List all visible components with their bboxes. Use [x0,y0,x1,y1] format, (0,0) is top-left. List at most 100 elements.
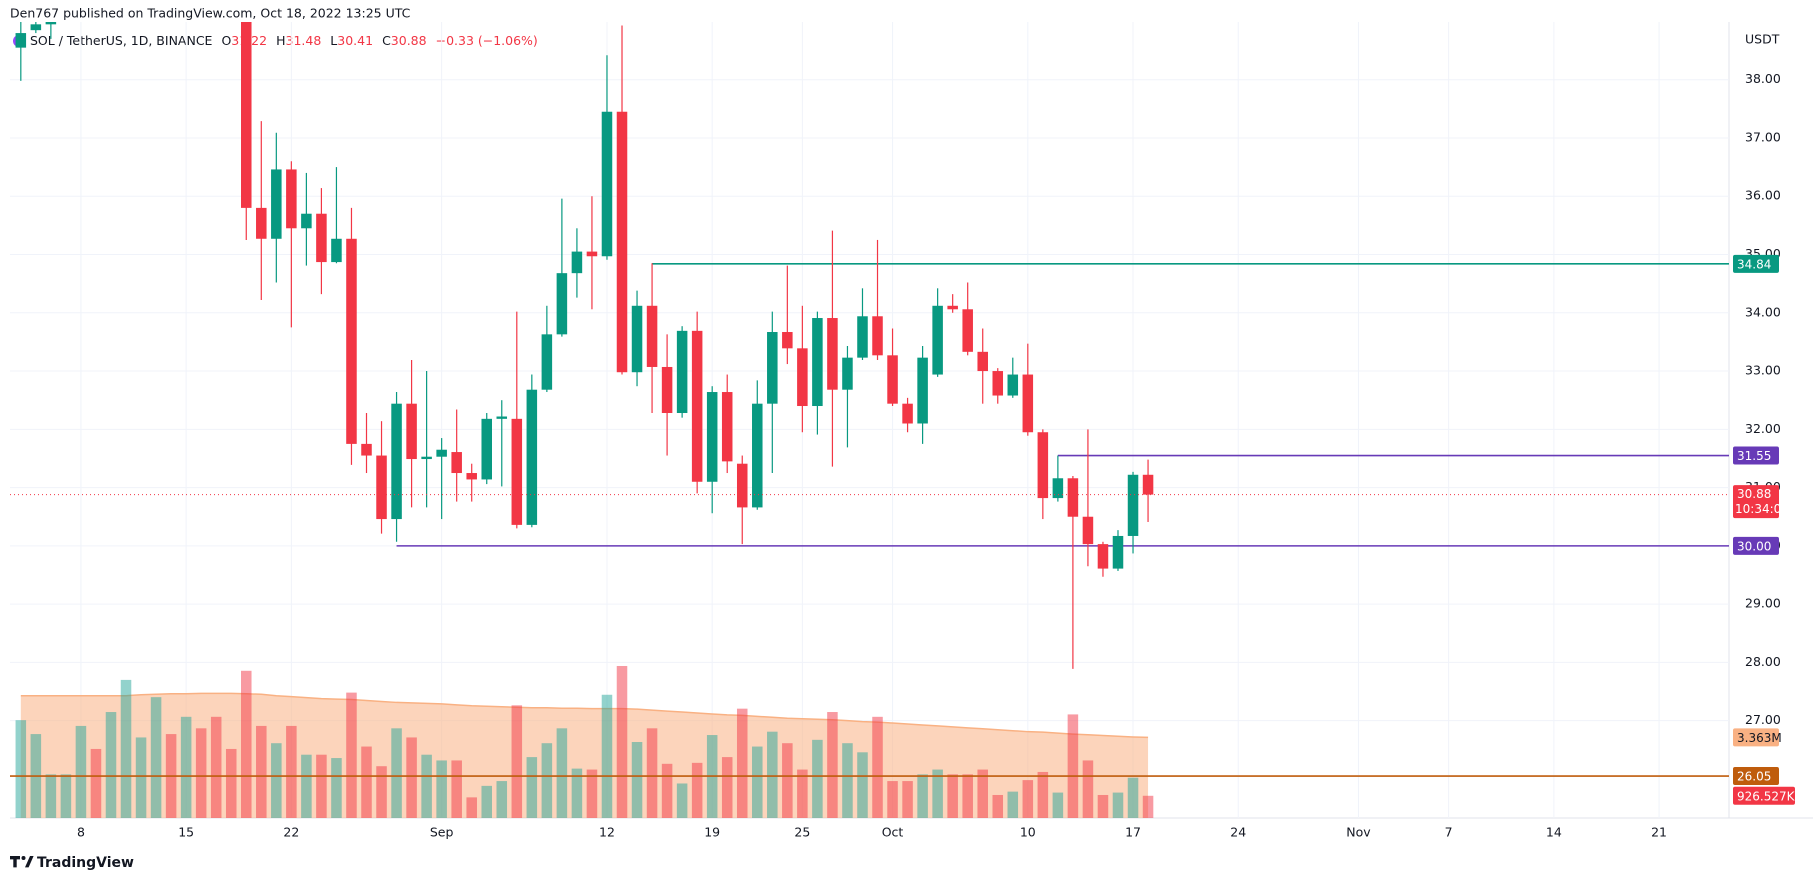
plot-area [10,22,1729,818]
legend-value: 30.88 [391,33,427,48]
volume-bar [451,760,462,818]
volume-last-label: 926.527K [1737,789,1796,803]
volume-bar [872,716,883,818]
candle-body [391,403,402,520]
candle-body [691,330,703,482]
candle-body [1082,516,1094,545]
volume-bar [962,774,973,818]
volume-bar [992,794,1004,818]
volume-bar [60,774,72,818]
candle-body [271,169,282,239]
candle-body [286,169,297,229]
volume-bar [406,737,417,818]
volume-bar [917,774,928,818]
volume-bar [271,743,282,818]
volume-bar [1097,794,1109,818]
candle-body [857,316,868,358]
legend-value: 31.48 [286,33,322,48]
candle-body [932,305,943,375]
volume-bar [1037,771,1049,818]
y-tick-label: 29.00 [1745,596,1781,611]
candle-body [526,389,538,525]
volume-bar [887,781,898,818]
volume-bar [616,665,628,818]
candle-body [1067,478,1079,517]
x-tick-label: 17 [1125,825,1141,840]
volume-bar [767,731,778,818]
x-tick-label: 7 [1445,825,1453,840]
candle-body [767,332,778,404]
candle-body [301,213,312,229]
volume-bar [1067,714,1079,818]
legend-symbol: SOL / TetherUS, 1D, BINANCE [30,33,213,48]
level-label-box [1733,446,1779,465]
volume-bar [721,757,733,818]
volume-bar [842,743,853,818]
volume-bar [601,694,613,818]
currency-label: USDT [1745,32,1780,47]
logo-slash [25,856,34,868]
candle-body [45,22,57,25]
y-tick-label: 28.00 [1745,654,1781,669]
volume-bar [556,728,568,818]
candle-body [661,366,673,414]
volume-bar [120,679,132,818]
volume-bar [661,763,673,818]
y-tick-label: 33.00 [1745,363,1781,378]
volume-bar [75,725,87,818]
candle-body [541,334,553,390]
x-tick-label: 15 [178,825,194,840]
candle-body [496,416,508,419]
volume-bar [195,728,207,818]
candle-body [1007,374,1019,396]
volume-bar [977,769,988,818]
candle-body [256,207,267,239]
volume-bar [812,739,823,818]
volume-bar [646,728,658,818]
last-price-box [1733,485,1779,519]
volume-bar [135,737,147,818]
brand-name: TradingView [37,855,134,871]
volume-bar [496,781,508,818]
level-label-box [1733,254,1779,273]
publisher-line: Den767 published on TradingView.com, Oct… [10,6,411,21]
volume-bar [827,712,838,818]
candle-body [631,305,643,373]
candle-body [601,111,613,257]
candle-body [481,418,492,480]
x-tick-label: 10 [1020,825,1036,840]
volume-bar [316,754,327,818]
x-tick-label: 21 [1651,825,1667,840]
candle-body [782,332,793,349]
volume-bar [225,748,237,818]
candle-body [1097,544,1109,569]
x-tick-label: 12 [599,825,615,840]
legend-value: 30.41 [337,33,373,48]
candle-body [406,403,417,460]
volume-bar [210,716,222,818]
volume-bar [241,670,252,818]
volume-bar [15,720,27,818]
candle-body [241,22,252,208]
y-tick-label: 27.00 [1745,712,1781,727]
candle-body [752,403,763,508]
y-tick-label: 37.00 [1745,129,1781,144]
level-label: 26.05 [1737,770,1771,784]
x-tick-label: 25 [794,825,810,840]
volume-bar [391,728,402,818]
x-tick-label: 22 [283,825,299,840]
candle-body [451,452,462,474]
candle-body [361,443,372,456]
candle-body [962,309,973,352]
x-tick-label: 19 [704,825,720,840]
volume-bar [361,746,372,818]
y-tick-label: 38.00 [1745,71,1781,86]
volume-bar [90,748,102,818]
volume-bar [571,768,583,818]
candle-body [676,330,688,414]
candle-body [421,456,432,460]
candle-body [827,318,838,390]
legend-key: O [221,33,231,48]
candle-body [331,238,342,263]
